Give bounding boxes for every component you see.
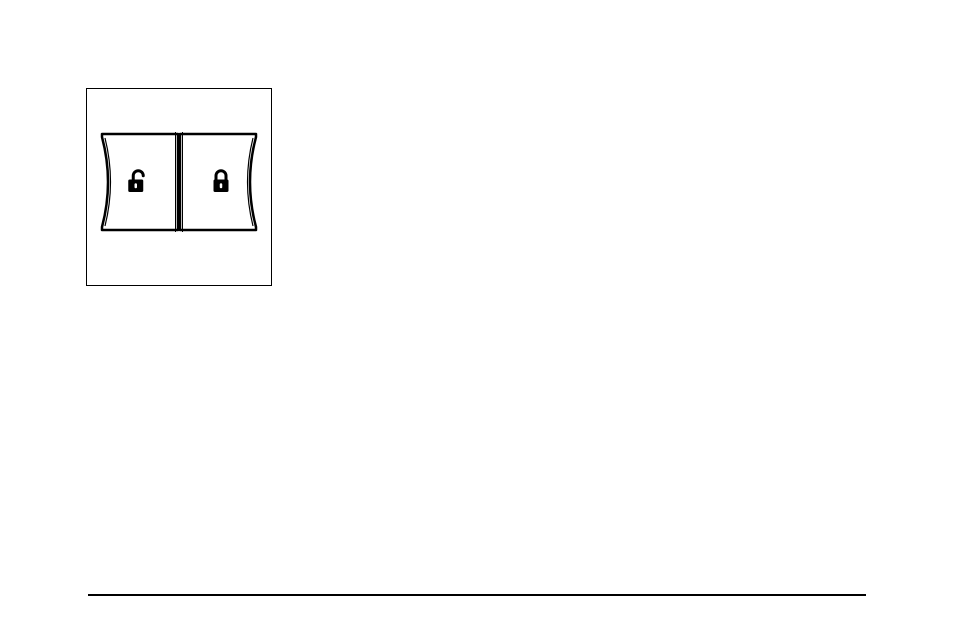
rocker-center-rail (174, 132, 184, 232)
rocker-lock-side[interactable] (184, 132, 258, 232)
page-divider (88, 594, 866, 596)
lock-icon (206, 167, 236, 197)
rocker-switch[interactable] (100, 132, 258, 232)
page (0, 0, 954, 636)
unlock-icon (122, 167, 152, 197)
rocker-unlock-side[interactable] (100, 132, 174, 232)
